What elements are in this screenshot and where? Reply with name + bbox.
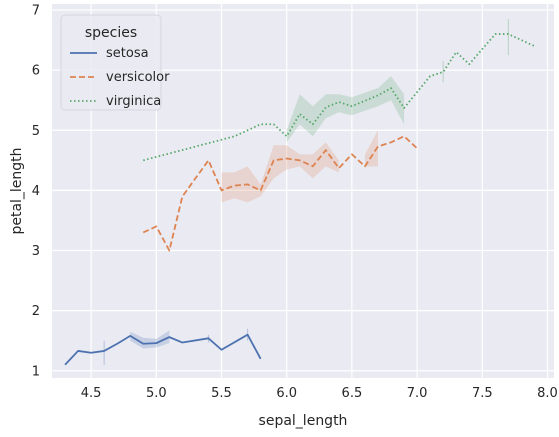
x-tick-label: 8.0	[537, 386, 558, 401]
y-tick-label: 2	[32, 304, 40, 319]
x-tick-label: 7.5	[472, 386, 493, 401]
x-tick-label: 5.5	[211, 386, 232, 401]
x-tick-label: 6.5	[342, 386, 363, 401]
legend-label-setosa: setosa	[106, 46, 149, 61]
y-tick-label: 7	[32, 4, 40, 19]
y-axis-label: petal_length	[9, 147, 25, 234]
legend: species setosa versicolor virginica	[60, 14, 170, 111]
x-tick-label: 4.5	[81, 386, 102, 401]
legend-label-virginica: virginica	[106, 94, 161, 109]
y-tick-labels: 1 2 3 4 5 6 7	[32, 4, 40, 380]
virginica-ci-band	[286, 76, 405, 143]
versicolor-ci-band	[364, 130, 378, 167]
legend-title: species	[85, 25, 137, 41]
y-tick-label: 4	[32, 184, 40, 199]
x-tick-label: 5.0	[146, 386, 167, 401]
x-tick-label: 6.0	[276, 386, 297, 401]
versicolor-ci-band	[221, 142, 339, 203]
y-tick-label: 3	[32, 244, 40, 259]
setosa-line	[64, 333, 262, 366]
x-tick-labels: 4.5 5.0 5.5 6.0 6.5 7.0 7.5 8.0	[81, 386, 558, 401]
versicolor-line	[142, 135, 418, 252]
x-tick-label: 7.0	[407, 386, 428, 401]
grid-lines	[52, 4, 554, 378]
setosa-ci-band	[130, 330, 170, 349]
confidence-bands	[103, 19, 509, 365]
y-tick-label: 5	[32, 124, 40, 139]
y-tick-label: 6	[32, 64, 40, 79]
legend-label-versicolor: versicolor	[106, 70, 170, 85]
y-tick-label: 1	[32, 364, 40, 379]
legend-box	[60, 14, 162, 111]
series-lines	[64, 33, 535, 366]
virginica-line	[143, 33, 535, 162]
x-axis-label: sepal_length	[259, 413, 348, 429]
